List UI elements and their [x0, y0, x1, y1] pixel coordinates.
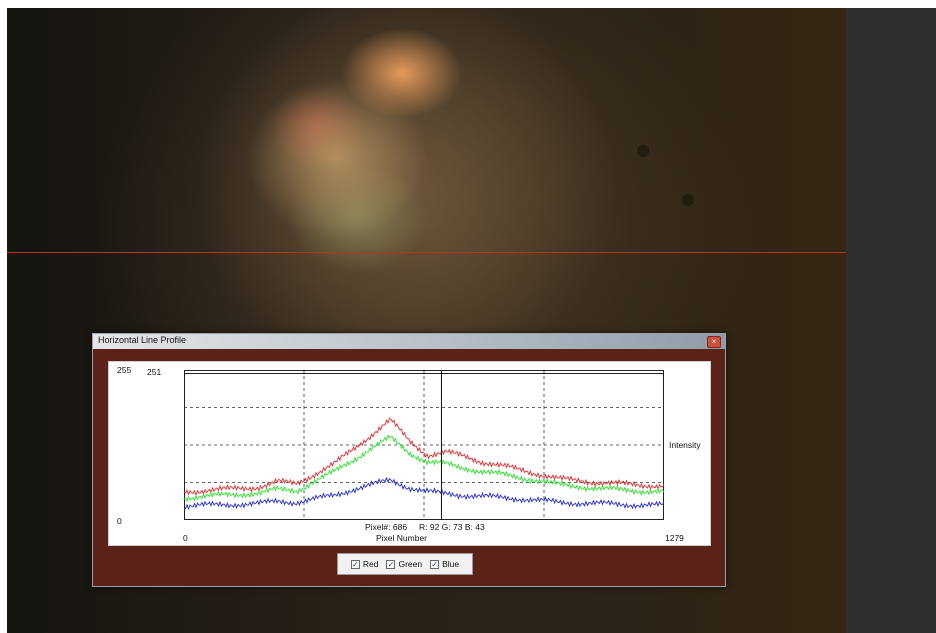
window-title: Horizontal Line Profile — [98, 335, 187, 345]
y-min-tick-label: 0 — [117, 516, 122, 526]
cursor-pixel-readout: Pixel#: 686 — [365, 522, 408, 532]
red-channel-toggle[interactable]: ✓ Red — [350, 559, 379, 569]
cursor-rgb-readout: R: 92 G: 73 B: 43 — [419, 522, 485, 532]
plot-series — [184, 417, 664, 511]
chart-panel: 255 251 0 Intensity Pixel#: 686 R: 92 G:… — [108, 361, 711, 546]
profile-scan-line[interactable] — [7, 252, 846, 253]
green-series-line — [184, 434, 664, 503]
window-titlebar[interactable]: Horizontal Line Profile × — [93, 334, 725, 349]
line-profile-window[interactable]: Horizontal Line Profile × 255 251 0 Inte… — [92, 333, 726, 587]
blue-toggle-label: Blue — [442, 559, 460, 569]
x-max-tick-label: 1279 — [665, 533, 684, 543]
y-max-tick-label: 255 — [117, 365, 132, 375]
x-axis-label: Pixel Number — [376, 533, 428, 543]
green-channel-toggle[interactable]: ✓ Green — [386, 559, 422, 569]
y-max-readout: 251 — [147, 367, 162, 377]
plot-gridlines — [184, 370, 664, 520]
blue-series-line — [184, 476, 664, 511]
side-panel — [846, 8, 936, 633]
green-checkbox[interactable]: ✓ — [386, 559, 396, 569]
blue-channel-toggle[interactable]: ✓ Blue — [430, 559, 459, 569]
image-speck — [682, 194, 694, 206]
y-axis-label: Intensity — [669, 440, 701, 450]
blue-checkbox[interactable]: ✓ — [430, 559, 440, 569]
red-toggle-label: Red — [362, 559, 379, 569]
green-toggle-label: Green — [398, 559, 423, 569]
red-checkbox[interactable]: ✓ — [350, 559, 360, 569]
x-min-tick-label: 0 — [183, 533, 188, 543]
image-speck — [637, 145, 649, 157]
red-series-line — [184, 417, 664, 497]
line-profile-plot[interactable] — [184, 370, 664, 520]
channel-toggle-box: ✓ Red ✓ Green ✓ Blue — [337, 553, 473, 575]
close-button[interactable]: × — [707, 336, 721, 348]
